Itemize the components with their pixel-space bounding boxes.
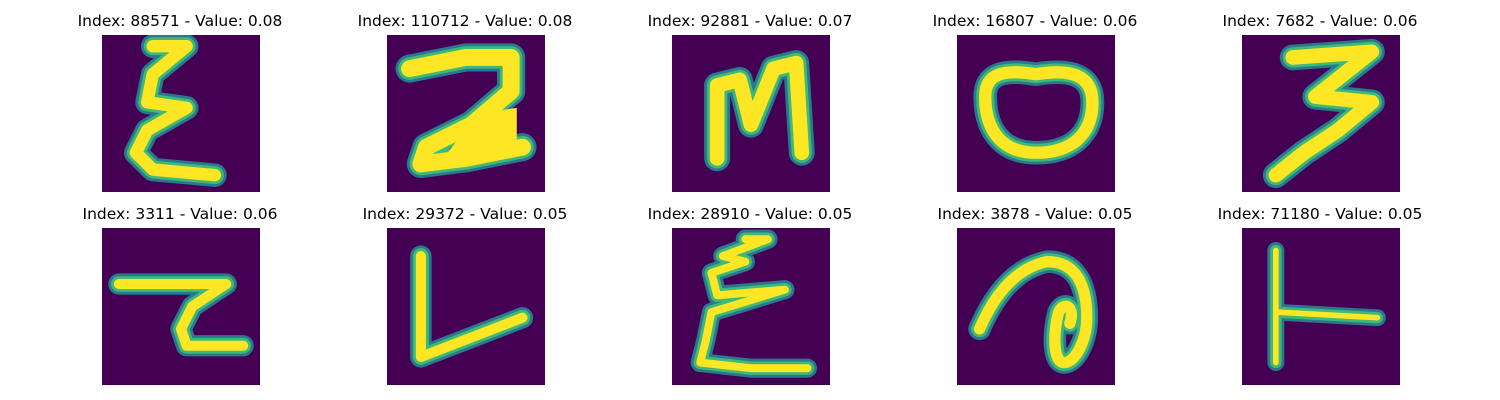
- panel-7: Index: 29372 - Value: 0.05: [315, 193, 615, 386]
- character-image: [102, 228, 260, 385]
- panel-2: Index: 110712 - Value: 0.08: [315, 0, 615, 193]
- panel-title: Index: 7682 - Value: 0.06: [1222, 12, 1418, 30]
- panel-title: Index: 88571 - Value: 0.08: [77, 12, 283, 30]
- panel-8: Index: 28910 - Value: 0.05: [600, 193, 900, 386]
- panel-title: Index: 110712 - Value: 0.08: [357, 12, 573, 30]
- character-image: [1242, 228, 1400, 385]
- panel-4: Index: 16807 - Value: 0.06: [885, 0, 1185, 193]
- panel-title: Index: 16807 - Value: 0.06: [932, 12, 1138, 30]
- character-image: [672, 228, 830, 385]
- character-image: [1242, 35, 1400, 192]
- character-image: [957, 35, 1115, 192]
- panel-5: Index: 7682 - Value: 0.06: [1170, 0, 1470, 193]
- character-image: [387, 228, 545, 385]
- panel-title: Index: 29372 - Value: 0.05: [362, 205, 568, 223]
- character-image: [957, 228, 1115, 385]
- panel-title: Index: 3878 - Value: 0.05: [937, 205, 1133, 223]
- panel-3: Index: 92881 - Value: 0.07: [600, 0, 900, 193]
- character-image: [672, 35, 830, 192]
- panel-title: Index: 71180 - Value: 0.05: [1217, 205, 1423, 223]
- panel-title: Index: 3311 - Value: 0.06: [82, 205, 278, 223]
- panel-10: Index: 71180 - Value: 0.05: [1170, 193, 1470, 386]
- character-image: [387, 35, 545, 192]
- panel-9: Index: 3878 - Value: 0.05: [885, 193, 1185, 386]
- panel-title: Index: 92881 - Value: 0.07: [647, 12, 853, 30]
- character-image: [102, 35, 260, 192]
- panel-6: Index: 3311 - Value: 0.06: [30, 193, 330, 386]
- panel-1: Index: 88571 - Value: 0.08: [30, 0, 330, 193]
- panel-title: Index: 28910 - Value: 0.05: [647, 205, 853, 223]
